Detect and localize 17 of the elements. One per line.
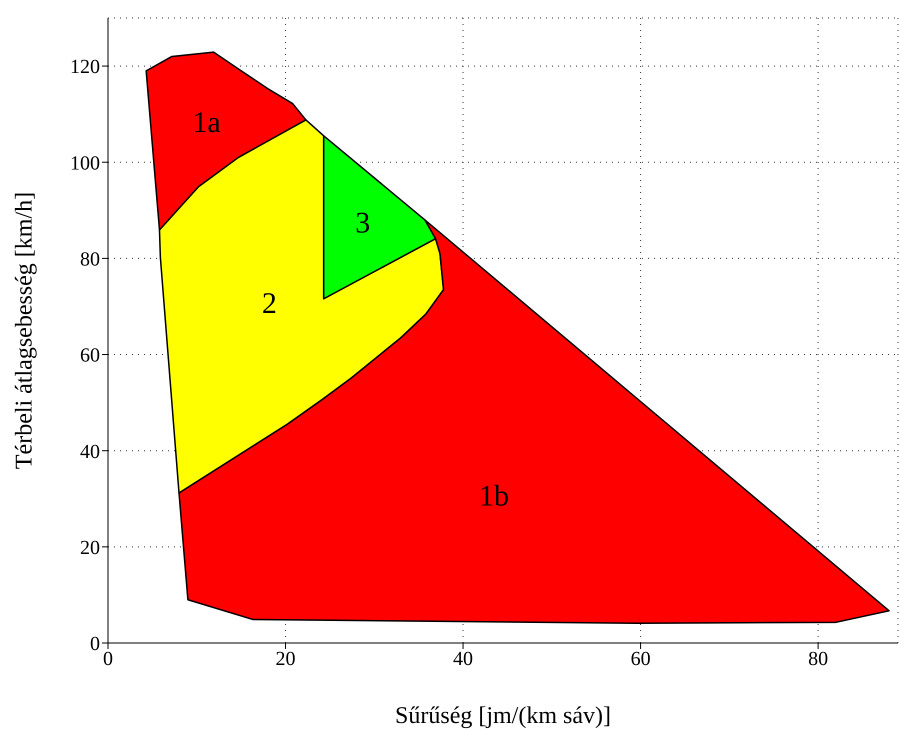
y-tick-label: 60 (80, 344, 100, 367)
y-tick-label: 20 (80, 536, 100, 559)
x-tick-label: 60 (630, 648, 651, 670)
y-tick-label: 40 (80, 440, 100, 463)
y-tick-label: 100 (70, 152, 100, 174)
y-tick-label: 80 (80, 248, 100, 270)
series-label: 2 (262, 286, 277, 320)
series-label: 1a (192, 106, 221, 140)
series-label: 3 (355, 206, 370, 240)
x-tick-label: 20 (276, 648, 296, 670)
x-axis-title: Sűrűség [jm/(km sáv)] (395, 703, 611, 729)
x-tick-label: 40 (453, 648, 474, 670)
y-tick-label: 0 (90, 633, 100, 656)
series-label: 1b (479, 480, 510, 513)
x-tick-label: 80 (808, 648, 828, 670)
y-tick-label: 120 (70, 56, 100, 78)
y-axis-title: Térbeli átlagsebesség [km/h] (12, 192, 38, 470)
